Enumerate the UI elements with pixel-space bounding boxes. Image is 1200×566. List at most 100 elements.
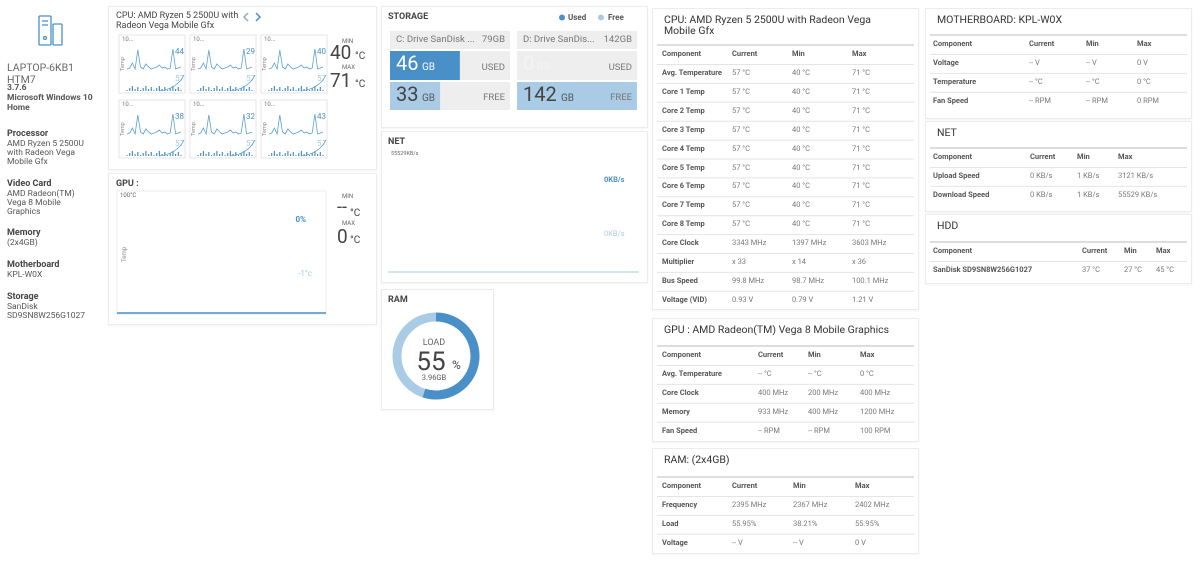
gpu-axis: Temp bbox=[121, 246, 128, 262]
row-label: Core 6 Temp bbox=[662, 181, 705, 191]
mini-line bbox=[126, 48, 182, 71]
cell: 1 KB/s bbox=[1077, 171, 1100, 180]
column-header: Current bbox=[732, 481, 758, 490]
cell: 71 °C bbox=[852, 105, 870, 115]
cell: -- °C bbox=[1086, 76, 1100, 86]
cell: 57 °C bbox=[732, 200, 750, 210]
mini-scale: 10... bbox=[264, 36, 276, 43]
column-header: Current bbox=[758, 350, 784, 359]
drive-capacity: 79GB bbox=[481, 34, 505, 45]
column-header: Max bbox=[1118, 152, 1133, 161]
spec-value: AMD Ryzen 5 2500U with Radeon Vega Mobil… bbox=[7, 139, 84, 167]
panel bbox=[652, 448, 919, 554]
cpu-max-label: MAX bbox=[342, 64, 355, 71]
panel bbox=[381, 131, 648, 283]
cell: 3121 KB/s bbox=[1118, 171, 1154, 180]
drive-capacity: 142GB bbox=[603, 34, 632, 45]
row-label: Voltage (VID) bbox=[662, 294, 707, 304]
cell: 2367 MHz bbox=[793, 500, 828, 509]
next-arrow bbox=[255, 12, 262, 22]
column-header: Max bbox=[1137, 39, 1152, 48]
drive-name: D: Drive SanDis... bbox=[523, 34, 595, 45]
cell: 40 °C bbox=[792, 200, 810, 210]
cell: 57 °C bbox=[732, 143, 750, 153]
mini-curve bbox=[158, 74, 185, 92]
gpu-min: -- bbox=[337, 197, 347, 218]
cpu-label: CPU: bbox=[116, 11, 138, 21]
used-unit: GB bbox=[537, 62, 551, 73]
cell: 0 V bbox=[1137, 58, 1148, 67]
cpu-min-label: MIN bbox=[342, 38, 354, 45]
column-header: Max bbox=[1156, 246, 1171, 255]
row-label: Voltage bbox=[662, 537, 688, 547]
free-unit: GB bbox=[422, 93, 436, 104]
mini-max: 57 bbox=[175, 139, 184, 148]
spec-value: SanDisk SD9SN8W256G1027 bbox=[7, 302, 86, 321]
free-value: 33 bbox=[396, 82, 419, 106]
column-header: Min bbox=[1077, 152, 1090, 161]
cell: 0 °C bbox=[860, 369, 874, 378]
mini-scale: 10... bbox=[264, 101, 276, 108]
row-label: Core 2 Temp bbox=[662, 105, 705, 115]
cell: 45 °C bbox=[1156, 265, 1174, 274]
cell: 40 °C bbox=[792, 124, 810, 134]
mini-max: 57 bbox=[317, 74, 326, 83]
row-label: Avg. Temperature bbox=[662, 369, 722, 378]
legend-dot bbox=[598, 14, 604, 21]
row-label: Core 5 Temp bbox=[662, 162, 705, 172]
cpu-max: 71 bbox=[330, 69, 352, 92]
column-header: Current bbox=[1030, 152, 1056, 161]
cell: 27 °C bbox=[1124, 265, 1142, 274]
cell: 71 °C bbox=[852, 68, 870, 77]
panel bbox=[925, 214, 1192, 284]
free-label: FREE bbox=[610, 92, 632, 103]
mini-chart bbox=[189, 99, 257, 159]
mini-current: 32 bbox=[246, 112, 255, 121]
cell: -- V bbox=[1029, 58, 1040, 67]
mini-curve bbox=[229, 74, 256, 92]
cell: 0.93 V bbox=[732, 294, 754, 304]
row-label: Fan Speed bbox=[933, 95, 969, 105]
mini-line bbox=[197, 113, 253, 136]
mini-curve bbox=[300, 139, 327, 157]
mini-bars bbox=[268, 151, 324, 156]
drive-header bbox=[517, 31, 637, 49]
table-title: NET bbox=[937, 126, 957, 139]
used-track bbox=[517, 51, 637, 80]
mini-curve bbox=[158, 139, 185, 157]
table-title: CPU: AMD Ryzen 5 2500U with Radeon Vega … bbox=[664, 13, 871, 37]
panel bbox=[925, 121, 1192, 212]
panel bbox=[108, 173, 377, 325]
ram-title: RAM bbox=[388, 295, 408, 305]
row-label: Voltage bbox=[933, 58, 959, 67]
storage-title: STORAGE bbox=[388, 12, 429, 22]
cell: 0 KB/s bbox=[1030, 189, 1053, 199]
gpu-load: 0% bbox=[295, 215, 306, 224]
column-header: Component bbox=[933, 39, 973, 48]
mini-scale: 10... bbox=[122, 36, 134, 43]
mini-scale: 10... bbox=[193, 36, 205, 43]
cell: 40 °C bbox=[792, 68, 810, 77]
mini-scale: 10... bbox=[193, 101, 205, 108]
mini-max: 57 bbox=[246, 139, 255, 148]
mini-bars bbox=[126, 151, 182, 156]
row-label: Core 7 Temp bbox=[662, 200, 705, 210]
cell: -- RPM bbox=[1029, 95, 1051, 105]
mini-chart bbox=[260, 99, 328, 159]
row-label: Fan Speed bbox=[662, 425, 698, 435]
panel bbox=[925, 8, 1192, 119]
free-value: 142 bbox=[523, 82, 557, 106]
mini-line bbox=[197, 48, 253, 71]
gpu-unit: °C bbox=[350, 235, 361, 246]
spec-label: Processor bbox=[7, 129, 49, 139]
row-label: Core 1 Temp bbox=[662, 86, 705, 96]
row-label: Multiplier bbox=[662, 257, 695, 266]
cell: 57 °C bbox=[732, 162, 750, 172]
ram-unit: % bbox=[452, 358, 461, 372]
net-upload: 0KB/s bbox=[604, 175, 625, 184]
mini-axis: Temp bbox=[191, 57, 197, 71]
column-header: Max bbox=[860, 350, 875, 359]
cell: 0 KB/s bbox=[1030, 171, 1053, 180]
mini-line bbox=[268, 113, 324, 136]
